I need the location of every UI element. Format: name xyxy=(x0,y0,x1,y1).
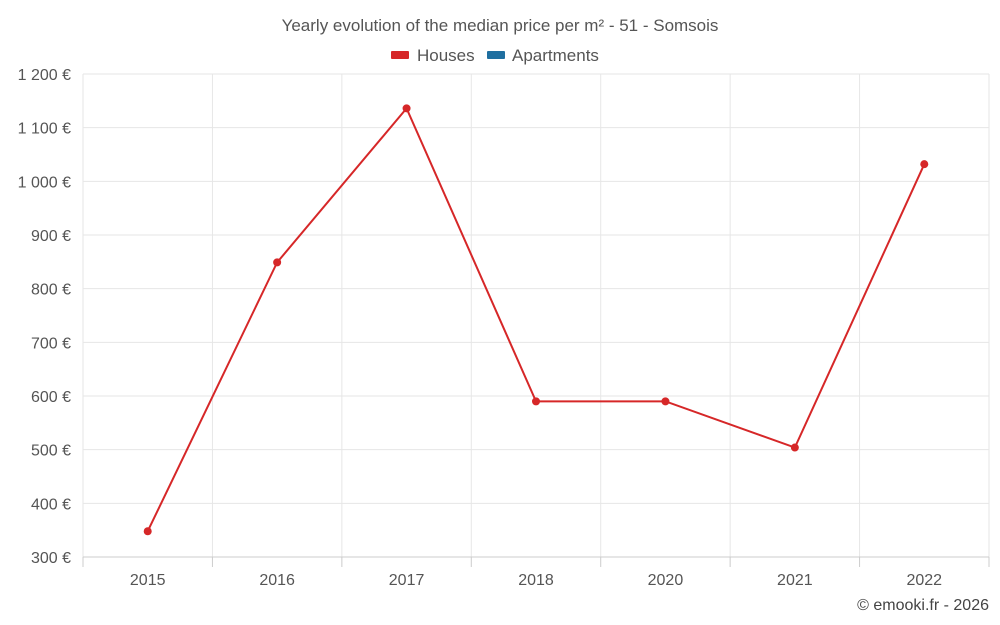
y-tick-label: 600 € xyxy=(31,389,71,406)
y-tick-label: 1 200 € xyxy=(18,67,71,84)
x-axis-labels: 2015 2016 2017 2018 2020 2021 2022 xyxy=(130,572,942,589)
data-point-houses-2022[interactable] xyxy=(920,160,929,169)
x-tick-label-2020: 2020 xyxy=(648,572,684,589)
legend: Houses Apartments xyxy=(391,46,599,65)
x-tick-label-2022: 2022 xyxy=(906,572,942,589)
series-line-houses xyxy=(146,106,926,532)
credit-text: © emooki.fr - 2026 xyxy=(857,597,989,614)
data-point-houses-2018[interactable] xyxy=(532,397,540,406)
data-point-houses-2015[interactable] xyxy=(143,527,152,536)
legend-label-houses: Houses xyxy=(417,46,475,65)
y-tick-label: 1 100 € xyxy=(18,121,71,138)
y-tick-label: 900 € xyxy=(31,228,71,245)
legend-item-apartments[interactable]: Apartments xyxy=(487,46,599,65)
x-tick-label-2015: 2015 xyxy=(130,572,166,589)
legend-swatch-apartments xyxy=(487,51,505,59)
x-tick-label-2018: 2018 xyxy=(518,572,554,589)
y-tick-label: 700 € xyxy=(31,335,71,352)
vertical-gridlines xyxy=(82,74,990,567)
chart-title: Yearly evolution of the median price per… xyxy=(282,16,719,35)
series-layer xyxy=(143,104,929,536)
data-point-houses-2021[interactable] xyxy=(790,443,799,452)
horizontal-gridlines xyxy=(83,73,989,504)
y-tick-label: 800 € xyxy=(31,282,71,299)
data-point-houses-2017[interactable] xyxy=(402,104,411,113)
x-tick-label-2017: 2017 xyxy=(389,572,425,589)
y-tick-label: 300 € xyxy=(31,550,71,567)
x-tick-label-2016: 2016 xyxy=(259,572,295,589)
x-tick-label-2021: 2021 xyxy=(777,572,813,589)
legend-swatch-houses xyxy=(391,51,409,59)
legend-label-apartments: Apartments xyxy=(512,46,599,65)
y-axis-labels: 300 € 400 € 500 € 600 € 700 € 800 € 900 € 1 000… xyxy=(18,67,71,567)
y-tick-label: 400 € xyxy=(31,496,71,513)
data-point-houses-2016[interactable] xyxy=(273,258,282,267)
data-point-houses-2020[interactable] xyxy=(661,397,670,406)
legend-item-houses[interactable]: Houses xyxy=(391,46,475,65)
y-tick-label: 1 000 € xyxy=(18,174,71,191)
y-tick-label: 500 € xyxy=(31,443,71,460)
